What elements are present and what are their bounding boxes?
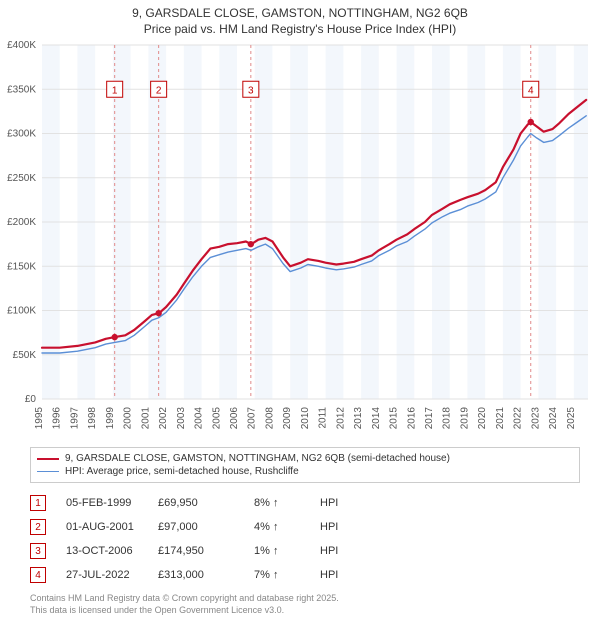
- svg-text:2011: 2011: [318, 407, 329, 429]
- transaction-price: £174,950: [158, 545, 248, 557]
- svg-text:3: 3: [248, 85, 254, 96]
- svg-text:1997: 1997: [69, 407, 80, 430]
- svg-text:4: 4: [528, 85, 534, 96]
- svg-text:1999: 1999: [105, 407, 116, 430]
- transaction-pct: 7% ↑: [254, 569, 314, 581]
- transaction-marker-box: 1: [30, 495, 46, 511]
- transaction-price: £313,000: [158, 569, 248, 581]
- svg-text:2013: 2013: [353, 407, 364, 430]
- svg-text:2000: 2000: [123, 407, 134, 430]
- svg-text:2003: 2003: [176, 407, 187, 430]
- svg-text:2023: 2023: [530, 407, 541, 430]
- svg-text:2020: 2020: [477, 407, 488, 430]
- svg-text:2017: 2017: [424, 407, 435, 430]
- transaction-hpi: HPI: [320, 497, 360, 509]
- svg-text:2015: 2015: [389, 407, 400, 430]
- svg-text:1998: 1998: [87, 407, 98, 430]
- footer-line-1: Contains HM Land Registry data © Crown c…: [30, 593, 580, 605]
- svg-text:2014: 2014: [371, 407, 382, 430]
- transaction-price: £69,950: [158, 497, 248, 509]
- svg-text:£350K: £350K: [7, 84, 36, 95]
- svg-text:2024: 2024: [548, 407, 559, 430]
- svg-text:2001: 2001: [140, 407, 151, 430]
- chart-title: 9, GARSDALE CLOSE, GAMSTON, NOTTINGHAM, …: [0, 0, 600, 39]
- svg-text:2: 2: [156, 85, 162, 96]
- transaction-hpi: HPI: [320, 521, 360, 533]
- legend-label: 9, GARSDALE CLOSE, GAMSTON, NOTTINGHAM, …: [65, 453, 450, 464]
- transaction-row: 4 27-JUL-2022 £313,000 7% ↑ HPI: [30, 563, 580, 587]
- svg-text:2016: 2016: [406, 407, 417, 430]
- legend-item: HPI: Average price, semi-detached house,…: [37, 465, 573, 478]
- svg-text:£300K: £300K: [7, 129, 36, 140]
- transaction-hpi: HPI: [320, 545, 360, 557]
- transaction-row: 1 05-FEB-1999 £69,950 8% ↑ HPI: [30, 491, 580, 515]
- legend-item: 9, GARSDALE CLOSE, GAMSTON, NOTTINGHAM, …: [37, 452, 573, 465]
- legend: 9, GARSDALE CLOSE, GAMSTON, NOTTINGHAM, …: [30, 447, 580, 483]
- svg-text:2021: 2021: [495, 407, 506, 430]
- transaction-date: 05-FEB-1999: [52, 497, 152, 509]
- svg-text:£0: £0: [25, 394, 37, 405]
- svg-text:2009: 2009: [282, 407, 293, 430]
- chart-area: £0 £50K £100K £150K £200K £250K £300K £350K £400…: [0, 39, 600, 439]
- svg-text:£50K: £50K: [13, 350, 37, 361]
- svg-text:£100K: £100K: [7, 306, 36, 317]
- svg-text:2018: 2018: [442, 407, 453, 430]
- svg-text:2002: 2002: [158, 407, 169, 430]
- svg-text:2007: 2007: [247, 407, 258, 430]
- title-line-2: Price paid vs. HM Land Registry's House …: [4, 22, 596, 38]
- transaction-date: 27-JUL-2022: [52, 569, 152, 581]
- transaction-pct: 1% ↑: [254, 545, 314, 557]
- transaction-pct: 8% ↑: [254, 497, 314, 509]
- svg-text:£200K: £200K: [7, 217, 36, 228]
- transaction-price: £97,000: [158, 521, 248, 533]
- transaction-date: 13-OCT-2006: [52, 545, 152, 557]
- transaction-marker-box: 4: [30, 567, 46, 583]
- svg-text:1996: 1996: [52, 407, 63, 430]
- legend-swatch: [37, 458, 59, 460]
- transaction-hpi: HPI: [320, 569, 360, 581]
- svg-text:2022: 2022: [513, 407, 524, 430]
- transactions-table: 1 05-FEB-1999 £69,950 8% ↑ HPI 2 01-AUG-2001 £9…: [30, 491, 580, 587]
- line-chart-svg: £0 £50K £100K £150K £200K £250K £300K £350K £400…: [0, 39, 600, 439]
- transaction-date: 01-AUG-2001: [52, 521, 152, 533]
- svg-text:2006: 2006: [229, 407, 240, 430]
- svg-text:2025: 2025: [566, 407, 577, 430]
- legend-swatch: [37, 471, 59, 472]
- svg-text:£400K: £400K: [7, 40, 36, 51]
- svg-text:1: 1: [112, 85, 118, 96]
- footer-line-2: This data is licensed under the Open Gov…: [30, 605, 580, 617]
- transaction-pct: 4% ↑: [254, 521, 314, 533]
- transaction-row: 3 13-OCT-2006 £174,950 1% ↑ HPI: [30, 539, 580, 563]
- title-line-1: 9, GARSDALE CLOSE, GAMSTON, NOTTINGHAM, …: [4, 6, 596, 22]
- svg-text:2008: 2008: [264, 407, 275, 430]
- transaction-marker-box: 2: [30, 519, 46, 535]
- svg-text:2005: 2005: [211, 407, 222, 430]
- legend-label: HPI: Average price, semi-detached house,…: [65, 466, 299, 477]
- svg-text:2004: 2004: [194, 407, 205, 430]
- svg-text:1995: 1995: [34, 407, 45, 430]
- svg-text:2019: 2019: [459, 407, 470, 430]
- svg-text:£250K: £250K: [7, 173, 36, 184]
- svg-text:£150K: £150K: [7, 261, 36, 272]
- svg-text:2010: 2010: [300, 407, 311, 430]
- footer-attribution: Contains HM Land Registry data © Crown c…: [30, 593, 580, 616]
- transaction-marker-box: 3: [30, 543, 46, 559]
- svg-text:2012: 2012: [335, 407, 346, 430]
- transaction-row: 2 01-AUG-2001 £97,000 4% ↑ HPI: [30, 515, 580, 539]
